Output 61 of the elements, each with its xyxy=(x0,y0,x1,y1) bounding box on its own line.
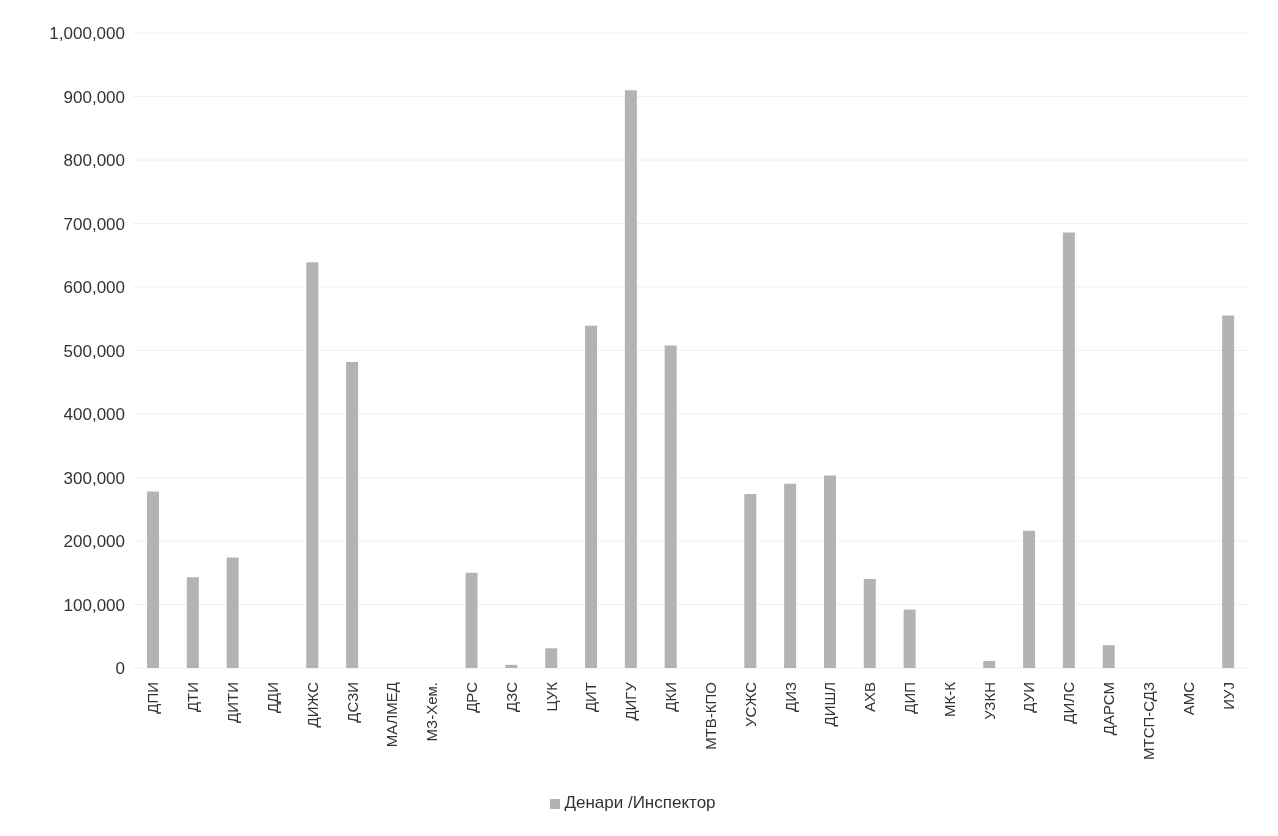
x-tick-label: ДИЛС xyxy=(1060,681,1078,724)
bar xyxy=(1102,645,1115,668)
y-tick-label: 300,000 xyxy=(63,468,125,488)
bar xyxy=(505,664,518,668)
bar xyxy=(784,483,797,668)
bar xyxy=(465,572,478,668)
bar xyxy=(863,579,876,668)
bar xyxy=(903,609,916,668)
y-tick-label: 700,000 xyxy=(63,214,125,234)
bar xyxy=(306,262,319,668)
bar xyxy=(585,325,598,668)
y-tick-label: 100,000 xyxy=(63,595,125,615)
x-tick-label: АХВ xyxy=(861,682,879,713)
y-tick-label: 0 xyxy=(115,659,125,679)
bar xyxy=(1023,530,1036,668)
x-tick-label: ДДИ xyxy=(263,682,281,714)
x-tick-label: ДРС xyxy=(462,681,480,713)
x-tick-label: ДИЗ xyxy=(781,682,799,712)
bar xyxy=(823,475,836,668)
bar xyxy=(624,90,637,668)
bar xyxy=(744,494,757,668)
bar xyxy=(664,345,677,668)
y-tick-label: 500,000 xyxy=(63,341,125,361)
x-tick-label: МК-К xyxy=(940,681,958,717)
x-tick-label: УЗКН xyxy=(980,682,998,720)
bar xyxy=(186,577,199,668)
x-tick-label: ДАРСМ xyxy=(1100,682,1118,736)
x-tick-label: МЗ-Хем. xyxy=(423,682,441,742)
y-tick-label: 200,000 xyxy=(63,532,125,552)
y-tick-label: 600,000 xyxy=(63,278,125,298)
x-tick-label: ДИТ xyxy=(582,682,600,713)
x-tick-label: ДИШЛ xyxy=(821,682,839,727)
x-tick-label: ДИГУ xyxy=(622,681,640,721)
x-tick-label: ДУИ xyxy=(1020,682,1038,713)
y-tick-label: 1,000,000 xyxy=(49,24,125,44)
bar xyxy=(1222,315,1235,668)
x-tick-label: ДИП xyxy=(901,682,919,714)
x-tick-label: ДКИ xyxy=(662,682,680,712)
y-tick-label: 900,000 xyxy=(63,87,125,107)
x-tick-label: АМС xyxy=(1179,681,1197,716)
x-tick-label: УСЖС xyxy=(741,681,759,727)
bar xyxy=(226,557,239,668)
x-tick-label: МТСП-СДЗ xyxy=(1139,682,1157,760)
x-tick-label: ДИТИ xyxy=(224,682,242,723)
legend-label: Денари /Инспектор xyxy=(564,793,716,812)
x-tick-label: МТВ-КПО xyxy=(701,682,719,750)
y-tick-label: 400,000 xyxy=(63,405,125,425)
y-tick-label: 800,000 xyxy=(63,151,125,171)
x-tick-label: МАЛМЕД xyxy=(383,682,401,748)
bar xyxy=(983,661,996,668)
x-tick-label: ДЗС xyxy=(502,681,520,712)
x-tick-label: ДТИ xyxy=(184,682,202,713)
x-tick-label: ДИЖС xyxy=(303,681,321,728)
bar xyxy=(1062,232,1075,668)
x-tick-label: ДСЗИ xyxy=(343,682,361,723)
bar xyxy=(545,648,558,668)
bar xyxy=(147,491,159,668)
bar xyxy=(346,361,359,668)
x-tick-label: ИУЈ xyxy=(1219,682,1237,710)
x-tick-label: ДПИ xyxy=(144,682,162,714)
x-tick-label: ЦУК xyxy=(542,681,560,712)
